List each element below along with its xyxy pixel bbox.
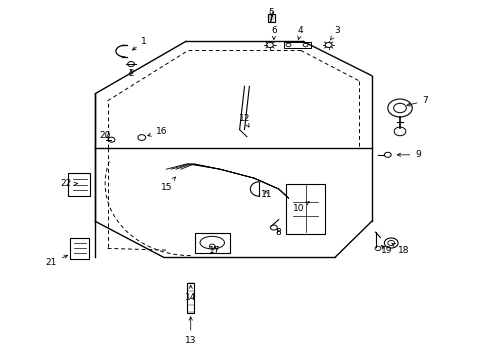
Bar: [194, 233, 229, 253]
Text: 14: 14: [184, 285, 196, 302]
Text: 3: 3: [329, 26, 340, 40]
Text: 5: 5: [268, 8, 274, 17]
Text: 13: 13: [184, 317, 196, 345]
Text: 1: 1: [132, 37, 147, 50]
Text: 4: 4: [297, 26, 303, 40]
Text: 2: 2: [128, 69, 134, 78]
Text: 15: 15: [160, 177, 175, 192]
Text: 22: 22: [60, 179, 78, 188]
Text: 11: 11: [260, 190, 272, 199]
Bar: [70, 238, 89, 259]
Bar: [285, 184, 325, 234]
Text: 6: 6: [270, 26, 276, 40]
Text: 19: 19: [380, 246, 391, 255]
Bar: [267, 14, 274, 22]
Text: 17: 17: [209, 246, 221, 255]
Text: 9: 9: [396, 150, 420, 159]
Text: 7: 7: [406, 96, 427, 106]
Text: 16: 16: [147, 127, 167, 136]
Bar: [68, 173, 90, 196]
Bar: [283, 42, 310, 48]
Text: 21: 21: [45, 255, 67, 267]
Bar: [187, 283, 194, 313]
Text: 20: 20: [99, 130, 111, 139]
Text: 12: 12: [238, 114, 250, 127]
Text: 8: 8: [275, 228, 281, 237]
Text: 18: 18: [391, 243, 408, 255]
Text: 10: 10: [292, 202, 308, 213]
